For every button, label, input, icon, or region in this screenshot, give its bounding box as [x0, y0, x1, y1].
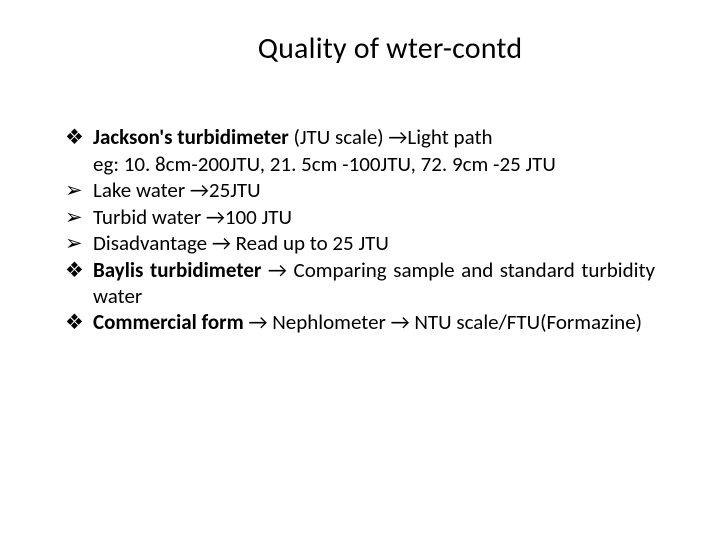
text-segment: → Nephlometer → NTU scale/FTU(Formazine) [244, 309, 642, 335]
diamond-bullet-icon: ❖ [65, 125, 93, 151]
list-item: ➢Lake water →25JTU [65, 178, 655, 204]
arrow-bullet-icon: ➢ [65, 205, 93, 231]
text-segment: Disadvantage → Read up to 25 JTU [93, 230, 389, 256]
list-item-text: Baylis turbidimeter → Comparing sample a… [93, 258, 655, 309]
bullet-spacer [65, 152, 93, 178]
list-item-text: Disadvantage → Read up to 25 JTU [93, 231, 655, 257]
list-item-continuation-text: eg: 10. 8cm-200JTU, 21. 5cm -100JTU, 72.… [93, 152, 655, 178]
list-item: ❖Baylis turbidimeter → Comparing sample … [65, 258, 655, 309]
text-segment: Baylis turbidimeter [93, 257, 261, 283]
diamond-bullet-icon: ❖ [65, 310, 93, 336]
list-item-text: Turbid water →100 JTU [93, 205, 655, 231]
list-item: ➢Disadvantage → Read up to 25 JTU [65, 231, 655, 257]
list-item: ➢Turbid water →100 JTU [65, 205, 655, 231]
list-item-text: Commercial form → Nephlometer → NTU scal… [93, 310, 655, 336]
text-segment: Commercial form [93, 309, 244, 335]
text-segment: Jackson's turbidimeter [93, 124, 289, 150]
slide-title: Quality of wter-contd [125, 30, 655, 67]
list-item-text: Lake water →25JTU [93, 178, 655, 204]
text-segment: (JTU scale) →Light path [289, 124, 493, 150]
diamond-bullet-icon: ❖ [65, 258, 93, 284]
slide: Quality of wter-contd ❖Jackson's turbidi… [0, 0, 720, 540]
arrow-bullet-icon: ➢ [65, 231, 93, 257]
arrow-bullet-icon: ➢ [65, 178, 93, 204]
text-segment: Lake water →25JTU [93, 177, 261, 203]
list-item-text: Jackson's turbidimeter (JTU scale) →Ligh… [93, 125, 655, 151]
list-item-continuation: eg: 10. 8cm-200JTU, 21. 5cm -100JTU, 72.… [65, 152, 655, 178]
text-segment: Turbid water →100 JTU [93, 204, 292, 230]
slide-content: ❖Jackson's turbidimeter (JTU scale) →Lig… [65, 125, 655, 336]
list-item: ❖Commercial form → Nephlometer → NTU sca… [65, 310, 655, 336]
list-item: ❖Jackson's turbidimeter (JTU scale) →Lig… [65, 125, 655, 151]
